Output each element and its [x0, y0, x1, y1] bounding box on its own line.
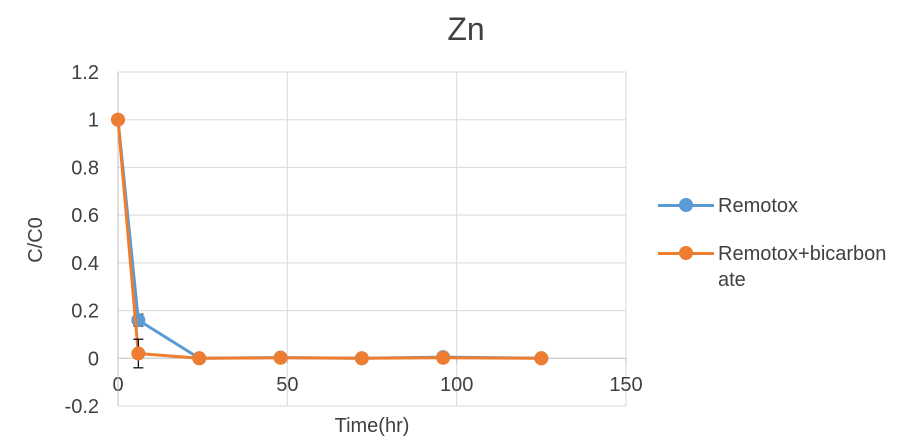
series-remotox	[111, 112, 549, 366]
y-axis-label: C/C0	[25, 217, 47, 263]
gridlines	[118, 71, 627, 407]
legend-marker-remotox-bicarbonate	[679, 246, 693, 260]
legend-item-remotox: Remotox	[658, 190, 898, 220]
y-tick-label: 0	[88, 348, 99, 370]
series-remotox-bicarbonate	[111, 112, 549, 369]
data-point-remotox-bicarbonate	[436, 350, 451, 365]
y-tick-label: 0.6	[71, 205, 99, 227]
data-point-remotox-bicarbonate	[534, 351, 549, 366]
axes: -0.200.20.40.60.811.20 50 100 150	[65, 62, 643, 418]
y-tick-label: 0.2	[71, 301, 99, 323]
x-axis-label: Time(hr)	[335, 415, 410, 437]
data-point-remotox-bicarbonate	[354, 351, 369, 366]
legend-label-remotox: Remotox	[718, 195, 799, 217]
data-point-remotox-bicarbonate	[192, 351, 207, 366]
legend-marker-remotox	[679, 198, 693, 212]
legend-item-remotox-bicarbonate: Remotox+bicarbonate	[658, 238, 898, 291]
legend: Remotox Remotox+bicarbonate	[658, 190, 898, 291]
data-point-remotox-bicarbonate	[131, 346, 146, 361]
y-tick-label: 1	[88, 110, 99, 132]
series-layer	[111, 112, 549, 369]
series-line-remotox	[116, 119, 542, 360]
data-point-remotox-bicarbonate	[273, 350, 288, 365]
data-point-remotox-bicarbonate	[111, 112, 125, 127]
x-tick-label: 150	[609, 374, 642, 396]
x-tick-label: 50	[276, 374, 298, 396]
y-tick-label: 0.8	[71, 157, 99, 179]
y-tick-label: 0.4	[71, 253, 99, 275]
x-tick-label: 100	[440, 374, 473, 396]
y-tick-label: 1.2	[71, 62, 99, 84]
legend-label-remotox-bicarbonate: Remotox+bicarbonate	[718, 243, 887, 291]
y-tick-label: -0.2	[65, 396, 99, 418]
chart-title: Zn	[447, 11, 484, 47]
series-line-remotox-bicarbonate	[116, 119, 542, 360]
